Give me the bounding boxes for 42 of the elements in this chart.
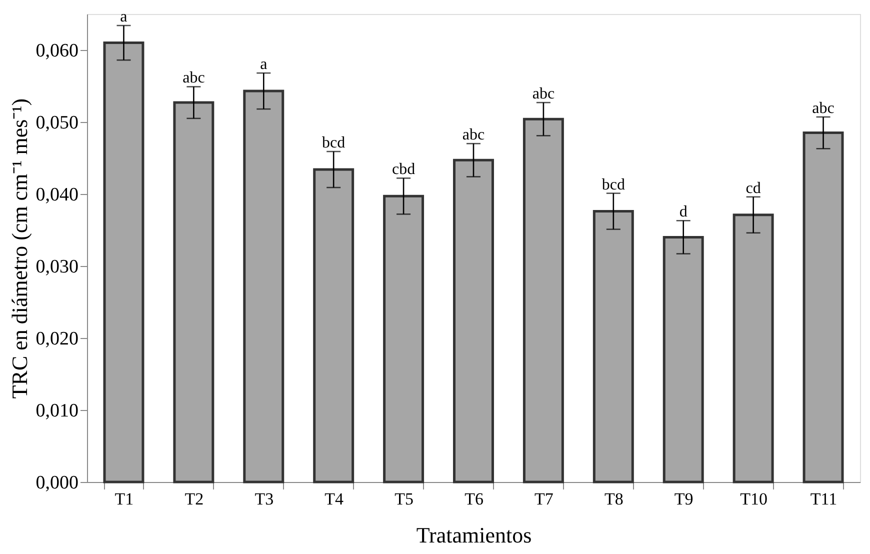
y-tick-label: 0,020 (36, 328, 78, 350)
x-tick-label: T8 (604, 490, 624, 508)
x-axis-title: Tratamientos (416, 522, 532, 548)
bar (103, 42, 144, 484)
y-tick-label: 0,060 (36, 40, 78, 62)
bar (522, 118, 564, 484)
y-tick-label: 0,030 (36, 256, 78, 278)
y-tick-label: 0,050 (36, 112, 78, 134)
x-tick-label: T6 (464, 490, 484, 508)
annotation: bcd (602, 176, 625, 194)
x-tick-label: T2 (184, 490, 204, 508)
bar (732, 214, 774, 484)
bar (383, 194, 424, 484)
x-tick-label: T10 (740, 490, 768, 508)
x-tick-label: T5 (394, 490, 414, 508)
bar (243, 90, 284, 484)
annotation: a (120, 8, 128, 26)
bar (313, 168, 354, 484)
bar (802, 132, 844, 484)
annotation: abc (532, 86, 555, 103)
annotation: cd (746, 180, 761, 197)
bar (173, 101, 214, 484)
y-axis-title: TRC en diámetro (cm cm⁻¹ mes⁻¹) (6, 98, 32, 399)
bar (453, 158, 494, 484)
annotation: abc (462, 126, 485, 144)
annotation: cbd (392, 161, 416, 178)
x-tick-label: T9 (674, 490, 694, 508)
x-tick-label: T1 (114, 490, 134, 508)
y-tick-label: 0,000 (36, 472, 78, 494)
annotation: d (679, 204, 688, 221)
x-tick-label: T11 (810, 490, 838, 508)
annotation: abc (182, 70, 205, 87)
annotation: a (260, 56, 268, 74)
y-tick-label: 0,010 (36, 400, 78, 422)
y-tick-label: 0,040 (36, 184, 78, 206)
x-tick-label: T4 (324, 490, 344, 508)
x-tick-label: T3 (254, 490, 274, 508)
x-tick-label: T7 (534, 490, 554, 508)
annotation: abc (812, 100, 834, 117)
bar (592, 210, 634, 484)
bar (662, 236, 704, 484)
annotation: bcd (322, 134, 346, 152)
